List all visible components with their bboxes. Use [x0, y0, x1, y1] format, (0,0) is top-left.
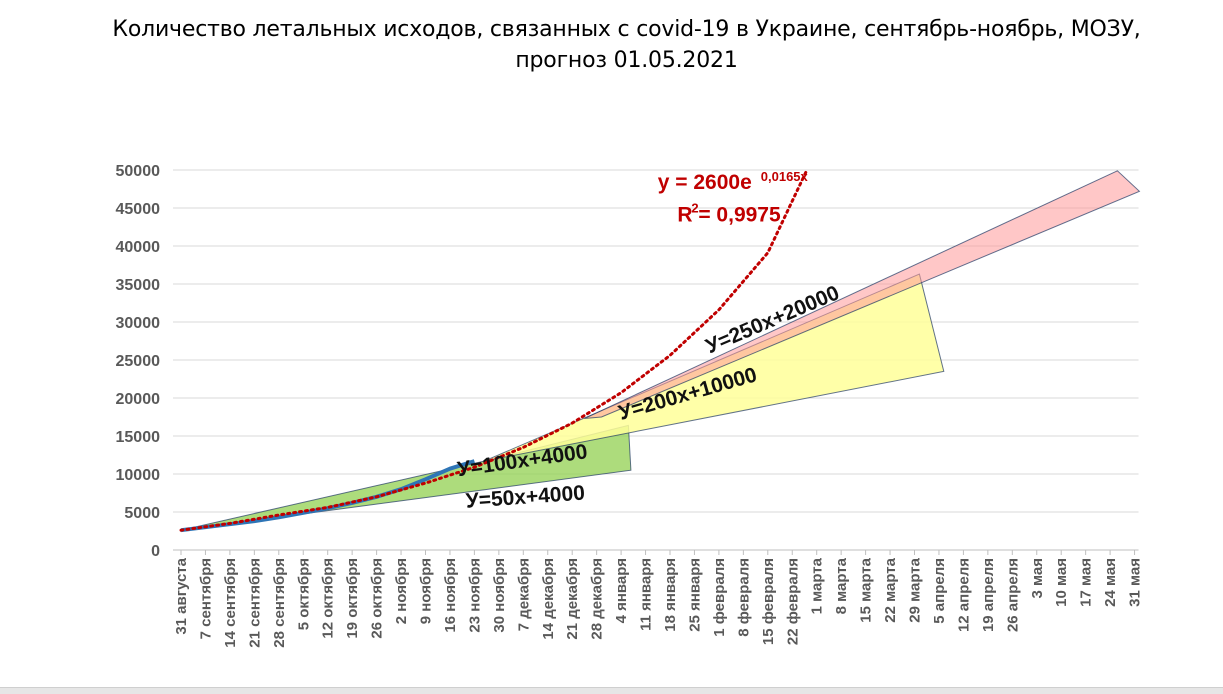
x-tick-label: 19 апреля [980, 558, 997, 632]
title-line-1: Количество летальных исходов, связанных … [112, 17, 1141, 42]
y-tick-label: 50000 [116, 163, 161, 180]
x-tick-label: 14 сентября [222, 558, 239, 648]
r-squared-exponent: 2 [691, 201, 698, 216]
x-tick-label: 5 октября [295, 558, 312, 630]
x-tick-label: 12 октября [320, 558, 337, 639]
x-tick-label: 24 мая [1102, 558, 1119, 607]
x-tick-label: 28 сентября [271, 558, 288, 648]
x-tick-label: 28 декабря [589, 558, 606, 640]
x-tick-label: 9 ноября [418, 558, 435, 624]
title-line-2: прогноз 01.05.2021 [515, 48, 738, 73]
x-tick-label: 16 ноября [442, 558, 459, 633]
r-squared-label: R [677, 204, 692, 227]
x-tick-label: 31 августа [173, 557, 190, 634]
y-tick-label: 30000 [116, 315, 161, 332]
x-tick-label: 10 мая [1053, 558, 1070, 607]
y-tick-label: 5000 [124, 505, 160, 522]
trendline-exp [179, 168, 809, 532]
y-tick-label: 0 [151, 543, 160, 560]
y-tick-label: 10000 [116, 467, 161, 484]
x-tick-label: 22 февраля [784, 558, 801, 645]
y-tick-label: 45000 [116, 201, 161, 218]
x-tick-label: 8 марта [833, 557, 850, 614]
y-tick-label: 15000 [116, 429, 161, 446]
y-tick-label: 20000 [116, 391, 161, 408]
y-tick-label: 40000 [116, 239, 161, 256]
x-tick-label: 18 января [662, 558, 679, 632]
x-tick-label: 26 октября [369, 558, 386, 639]
x-tick-label: 1 марта [809, 557, 826, 614]
x-tick-label: 5 апреля [931, 558, 948, 624]
x-tick-label: 30 ноября [491, 558, 508, 633]
x-tick-label: 14 декабря [540, 558, 557, 640]
x-tick-label: 3 мая [1029, 558, 1046, 599]
x-tick-label: 8 февраля [735, 558, 752, 637]
x-tick-label: 25 января [686, 558, 703, 632]
x-tick-label: 15 марта [858, 557, 875, 622]
x-tick-label: 7 сентября [197, 558, 214, 639]
y-tick-label: 35000 [116, 277, 161, 294]
x-tick-label: 17 мая [1078, 558, 1095, 607]
band-pink [584, 170, 1141, 419]
y-tick-label: 25000 [116, 353, 161, 370]
x-tick-label: 11 января [638, 558, 655, 631]
x-tick-label: 7 декабря [515, 558, 532, 631]
x-tick-label: 23 ноября [466, 558, 483, 633]
trend-equation-exponent: 0,0165x [761, 169, 809, 184]
window-bottom-bar [0, 687, 1223, 694]
x-tick-label: 31 мая [1127, 558, 1144, 607]
x-tick-label: 19 октября [344, 558, 361, 639]
trend-equation: y = 2600e [658, 171, 752, 194]
x-tick-label: 12 апреля [955, 558, 972, 632]
chart-title: Количество летальных исходов, связанных … [0, 14, 1223, 76]
x-tick-label: 1 февраля [711, 558, 728, 637]
r-squared-value: = 0,9975 [698, 204, 781, 227]
x-tick-label: 4 января [613, 558, 630, 623]
x-tick-label: 21 сентября [246, 558, 263, 648]
x-tick-label: 29 марта [907, 557, 924, 622]
x-tick-label: 22 марта [882, 557, 899, 622]
x-tick-label: 26 апреля [1004, 558, 1021, 632]
x-tick-label: 2 ноября [393, 558, 410, 624]
x-tick-label: 21 декабря [564, 558, 581, 640]
x-tick-label: 15 февраля [760, 558, 777, 645]
